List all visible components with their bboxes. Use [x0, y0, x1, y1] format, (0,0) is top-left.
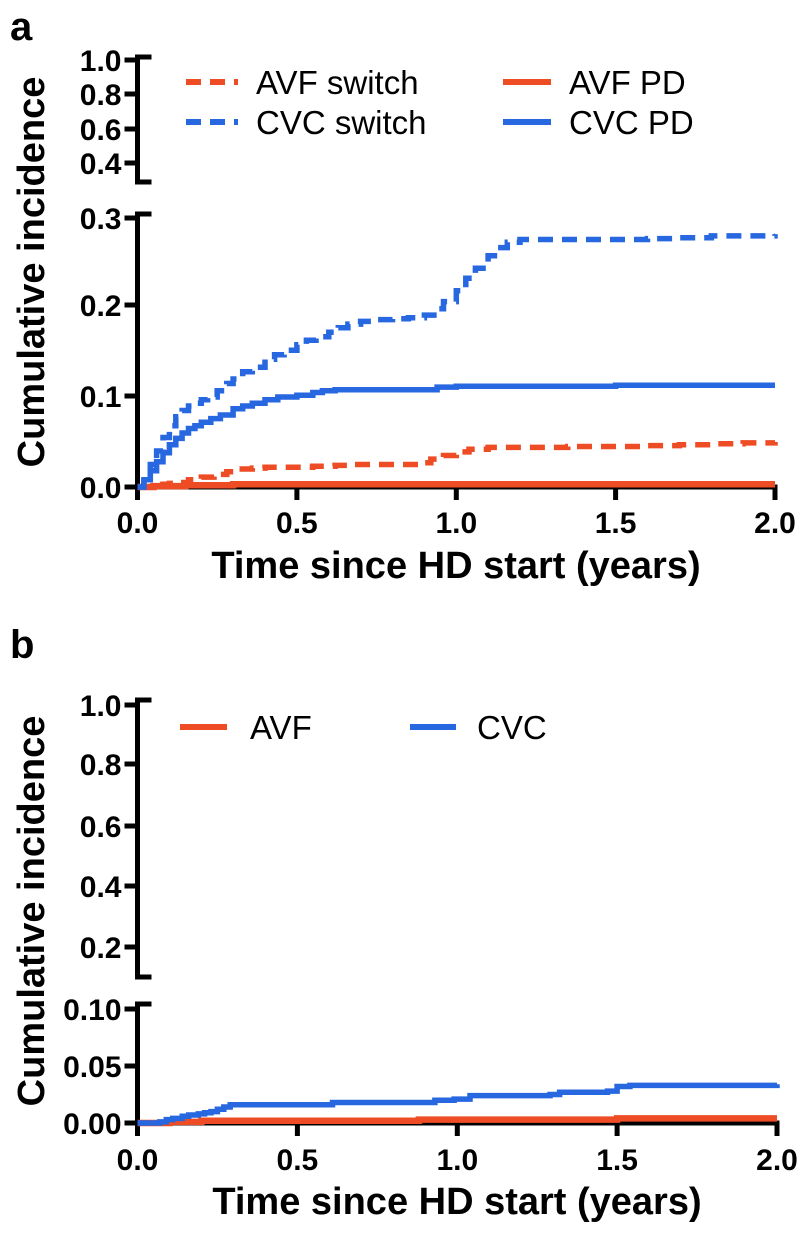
x-tick-label: 0.0 [117, 507, 159, 540]
panel-b-letter: b [10, 623, 34, 667]
y-tick-label: 0.8 [80, 79, 122, 112]
avf-pd-line [137, 481, 775, 491]
y-tick-label: 0.8 [80, 749, 122, 782]
y-axis-title: Cumulative incidence [11, 77, 53, 468]
legend-label-cvc: CVC [477, 709, 547, 746]
x-tick-label: 2.0 [754, 507, 796, 540]
legend-label-avf: AVF [250, 709, 312, 746]
x-tick-label: 0.5 [277, 1144, 319, 1177]
legend-label-avf-pd: AVF PD [569, 64, 686, 101]
y-tick-label: 0.00 [63, 1108, 121, 1141]
y-tick-label: 1.0 [80, 690, 122, 723]
y-tick-label: 0.6 [80, 114, 122, 147]
x-tick-label: 0.5 [276, 507, 318, 540]
y-tick-label: 0.1 [80, 381, 122, 414]
x-axis-title: Time since HD start (years) [212, 1181, 701, 1223]
y-tick-label: 0.3 [80, 203, 122, 236]
y-tick-label: 0.0 [80, 472, 122, 505]
cvc-line [137, 1082, 780, 1126]
y-tick-label: 0.2 [80, 290, 122, 323]
y-tick-label: 0.6 [80, 811, 122, 844]
x-tick-label: 0.0 [117, 1144, 159, 1177]
legend-label-cvc-switch: CVC switch [256, 104, 427, 141]
legend-label-cvc-pd: CVC PD [569, 104, 694, 141]
y-tick-label: 1.0 [80, 45, 122, 78]
x-tick-label: 1.0 [436, 1144, 478, 1177]
y-tick-label: 0.2 [80, 932, 122, 965]
x-tick-label: 1.5 [596, 1144, 638, 1177]
y-tick-label: 0.10 [63, 994, 121, 1027]
y-axis-title: Cumulative incidence [11, 716, 53, 1107]
y-tick-label: 0.4 [80, 871, 122, 904]
cvc-pd-line [137, 382, 775, 490]
avf-switch-line [137, 440, 778, 490]
legend-label-avf-switch: AVF switch [256, 64, 419, 101]
y-tick-label: 0.4 [80, 148, 122, 181]
x-tick-label: 1.0 [435, 507, 477, 540]
y-tick-label: 0.05 [63, 1051, 121, 1084]
x-tick-label: 2.0 [756, 1144, 798, 1177]
panel-a-letter: a [10, 5, 33, 49]
x-tick-label: 1.5 [595, 507, 637, 540]
cvc-switch-line [137, 233, 778, 490]
x-axis-title: Time since HD start (years) [211, 545, 700, 587]
